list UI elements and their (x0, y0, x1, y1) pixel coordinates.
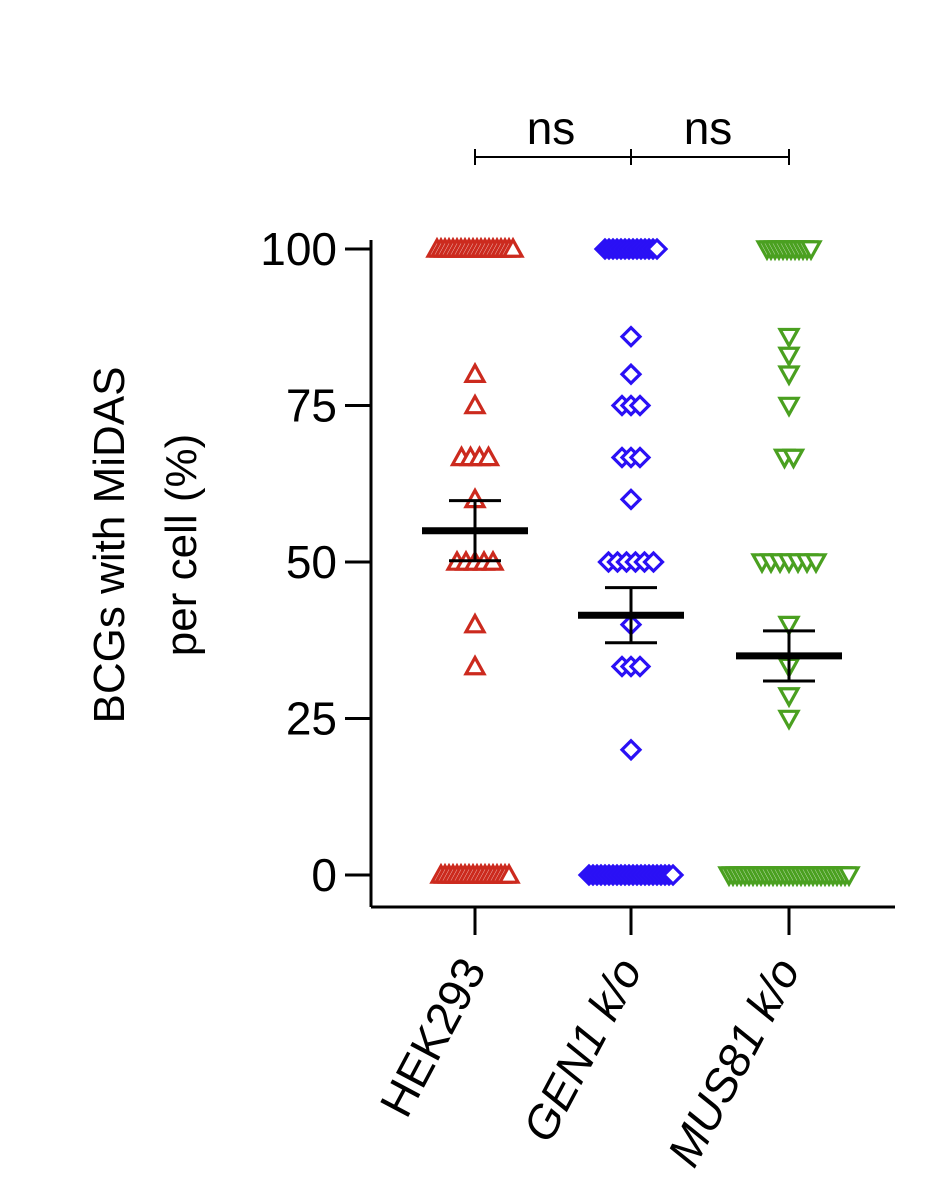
data-point (628, 446, 652, 469)
mean-sem-bars (422, 499, 842, 683)
significance-label: ns (527, 102, 576, 154)
data-point (777, 365, 801, 387)
data-point (463, 393, 487, 415)
y-axis-title: BCGs with MiDAS (85, 367, 134, 724)
y-axis-title: per cell (%) (157, 434, 206, 657)
data-point (463, 361, 487, 383)
data-point (619, 488, 643, 511)
y-tick-label: 75 (286, 380, 337, 432)
data-point (661, 863, 685, 887)
y-tick-label: 25 (286, 693, 337, 745)
data-point (781, 448, 806, 470)
x-tick-label: HEK293 (369, 949, 495, 1125)
data-point (777, 615, 801, 637)
data-point (628, 655, 652, 678)
axis-labels: HEK293 GEN1 k/o MUS81 k/o BCGs with MiDAS pe… (85, 367, 810, 1175)
data-point (619, 362, 643, 386)
y-tick-label: 0 (311, 849, 337, 901)
data-point (777, 687, 801, 709)
data-point (777, 396, 801, 418)
x-tick-label: GEN1 k/o (512, 949, 652, 1149)
data-point (463, 612, 487, 634)
data-point (777, 346, 801, 368)
data-point (497, 862, 521, 884)
data-point (799, 240, 823, 262)
data-point (645, 237, 669, 261)
significance-brackets: ns ns (474, 102, 790, 165)
data-point (777, 709, 801, 731)
axes: 0 25 50 75 100 (260, 223, 895, 935)
data-point (476, 445, 501, 467)
data-point (628, 394, 652, 417)
x-tick-label: MUS81 k/o (657, 949, 810, 1174)
data-point (777, 327, 801, 349)
y-tick-label: 100 (260, 223, 337, 275)
data-point (463, 654, 487, 676)
data-point (642, 550, 665, 574)
data-point (501, 236, 525, 258)
significance-label: ns (684, 102, 733, 154)
data-point (619, 738, 643, 762)
y-tick-label: 50 (286, 536, 337, 588)
data-point (837, 866, 861, 888)
data-points (425, 236, 861, 888)
data-point (619, 325, 643, 348)
data-point (804, 553, 828, 575)
